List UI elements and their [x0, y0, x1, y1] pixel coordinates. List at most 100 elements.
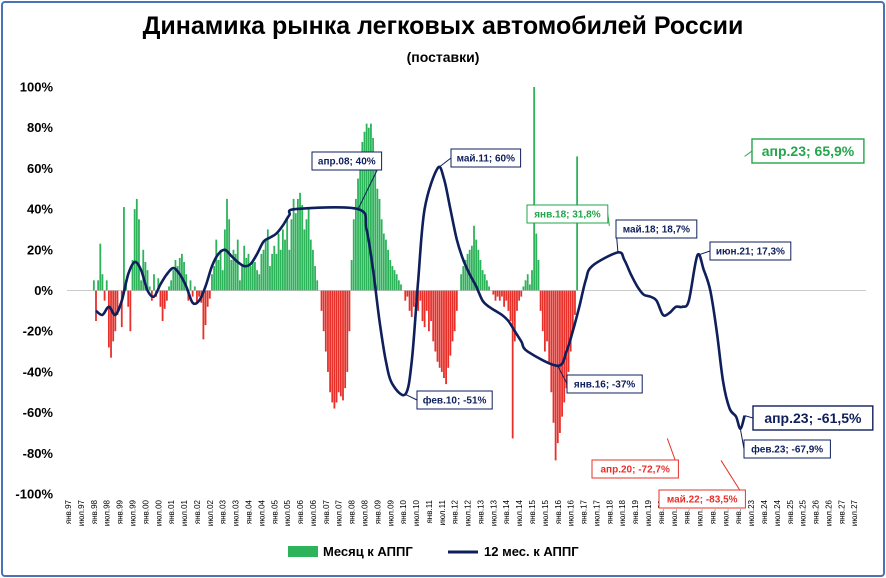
- bar: [391, 266, 394, 291]
- x-tick-label: июл.04: [257, 499, 266, 526]
- x-tick-label: июл.05: [283, 499, 292, 526]
- bar: [114, 290, 117, 332]
- bar: [284, 239, 286, 291]
- bar: [324, 290, 327, 352]
- bar: [498, 290, 501, 301]
- bar: [223, 229, 226, 291]
- bar: [110, 290, 112, 358]
- bar: [477, 249, 480, 291]
- bar: [112, 290, 115, 342]
- x-tick-label: июл.10: [412, 499, 421, 526]
- bar: [266, 229, 269, 291]
- y-tick-label: -40%: [23, 364, 54, 379]
- x-tick-label: янв.12: [451, 499, 460, 524]
- bar: [421, 290, 424, 322]
- x-tick-label: июл.03: [232, 499, 241, 526]
- x-axis: янв.97 июл.97 янв.98 июл.98 янв.99 июл.99 янв.…: [64, 499, 859, 526]
- bar: [571, 290, 574, 332]
- bar: [505, 290, 508, 301]
- bar: [331, 290, 334, 403]
- x-tick-label: янв.05: [270, 499, 279, 524]
- annotation-label: май.11; 60%: [457, 154, 516, 165]
- bar: [404, 290, 407, 301]
- bar: [428, 290, 430, 332]
- annotation-leader: [557, 365, 568, 385]
- x-tick-label: июл.12: [464, 499, 473, 526]
- x-tick-label: июл.06: [309, 499, 318, 526]
- x-tick-label: июл.19: [644, 499, 653, 526]
- x-tick-label: янв.19: [631, 499, 640, 524]
- bar: [393, 270, 396, 291]
- bar: [455, 290, 458, 311]
- x-tick-label: янв.10: [399, 499, 408, 524]
- bar: [494, 290, 497, 301]
- bar: [168, 286, 170, 291]
- bar: [208, 290, 211, 299]
- annotation-label: апр.23; -61,5%: [764, 410, 862, 426]
- bar: [292, 198, 295, 291]
- bar: [296, 198, 299, 291]
- bar: [256, 270, 258, 291]
- bar: [92, 280, 95, 291]
- x-tick-label: янв.25: [786, 499, 795, 524]
- x-tick-label: июл.09: [386, 499, 395, 526]
- bar: [189, 280, 192, 291]
- bar: [563, 290, 566, 403]
- bar: [537, 259, 540, 291]
- bar: [264, 239, 267, 291]
- bar: [436, 290, 439, 362]
- bar: [275, 253, 278, 291]
- x-tick-label: янв.06: [296, 499, 305, 524]
- bar: [496, 290, 499, 297]
- y-tick-label: 100%: [20, 80, 54, 95]
- bar: [376, 188, 379, 291]
- annotation-label: июн.21; 17,3%: [716, 247, 785, 258]
- bar: [299, 192, 301, 291]
- bar: [290, 219, 293, 291]
- bar: [170, 280, 173, 291]
- annotations: апр.08; 40% май.11; 60% янв.18; 31,8% май.1…: [311, 138, 874, 509]
- bar: [406, 290, 409, 297]
- bar: [531, 270, 533, 291]
- x-tick-label: июл.08: [361, 499, 370, 526]
- annotation-leader: [744, 415, 754, 419]
- bar: [329, 290, 332, 393]
- annotation-box: [416, 390, 493, 410]
- bar: [417, 290, 420, 311]
- annotation-box: [591, 459, 679, 479]
- bar: [206, 290, 209, 307]
- x-tick-label: янв.09: [373, 499, 382, 524]
- x-tick-label: июл.23: [747, 499, 756, 526]
- bar: [181, 253, 183, 291]
- bar: [286, 219, 289, 291]
- y-tick-label: -60%: [23, 405, 54, 420]
- annotation-label: янв.16; -37%: [574, 380, 635, 391]
- bar: [380, 219, 383, 291]
- bar: [520, 290, 523, 297]
- bar: [382, 233, 385, 291]
- annotation-leader: [739, 428, 745, 450]
- annotation-leader: [744, 150, 753, 157]
- bar: [120, 290, 123, 328]
- bar: [518, 290, 521, 301]
- x-tick-label: июл.22: [721, 499, 730, 526]
- bar: [202, 290, 205, 340]
- bar: [247, 253, 250, 291]
- annotation-label: май.22; -83,5%: [667, 495, 738, 506]
- bar: [470, 245, 473, 291]
- bar: [97, 280, 100, 291]
- bar: [507, 290, 510, 311]
- bar: [567, 290, 570, 372]
- annotation-box: [743, 439, 831, 459]
- bar: [348, 290, 351, 332]
- bar: [245, 257, 248, 291]
- bar: [133, 209, 136, 291]
- x-tick-label: июл.15: [541, 499, 550, 526]
- x-tick-label: июл.02: [206, 499, 215, 526]
- x-tick-label: янв.16: [554, 499, 563, 524]
- bar: [316, 280, 319, 291]
- bar: [262, 249, 265, 291]
- bar: [165, 290, 168, 301]
- bar: [462, 266, 465, 291]
- bar: [374, 168, 377, 291]
